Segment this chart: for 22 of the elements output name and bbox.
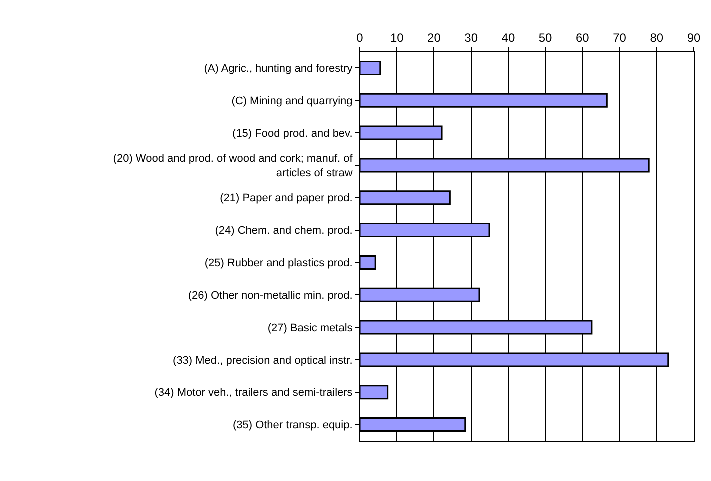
x-tick-label: 20 bbox=[428, 31, 442, 46]
y-tick-label: (33) Med., precision and optical instr. bbox=[173, 354, 353, 367]
y-tick-label: (A) Agric., hunting and forestry bbox=[204, 63, 354, 76]
y-tick-label: (34) Motor veh., trailers and semi-trailers bbox=[154, 387, 354, 400]
x-tick-label: 80 bbox=[650, 31, 664, 46]
y-tick-label: (25) Rubber and plastics prod. bbox=[204, 258, 353, 270]
y-tick-label: (15) Food prod. and bev. bbox=[232, 128, 353, 140]
y-tick-label: (26) Other non-metallic min. prod. bbox=[188, 290, 353, 302]
y-tick-label: (20) Wood and prod. of wood and cork; manuf. of articles of straw bbox=[113, 153, 354, 180]
x-tick-label: 40 bbox=[502, 31, 516, 46]
x-tick-label: 10 bbox=[390, 31, 404, 46]
y-tick-label: (27) Basic metals bbox=[268, 322, 354, 334]
y-tick-label: (C) Mining and quarrying bbox=[232, 95, 353, 108]
x-tick-label: 60 bbox=[576, 31, 590, 46]
y-tick-label: (21) Paper and paper prod. bbox=[220, 192, 353, 205]
x-tick-label: 30 bbox=[464, 31, 478, 46]
x-tick-label: 50 bbox=[538, 31, 553, 46]
x-tick-label: 90 bbox=[687, 31, 701, 46]
x-tick-label: 0 bbox=[356, 31, 364, 46]
y-tick-label: (35) Other transp. equip. bbox=[232, 420, 353, 432]
x-tick-label: 70 bbox=[613, 31, 627, 46]
y-tick-label: (24) Chem. and chem. prod. bbox=[215, 225, 353, 238]
